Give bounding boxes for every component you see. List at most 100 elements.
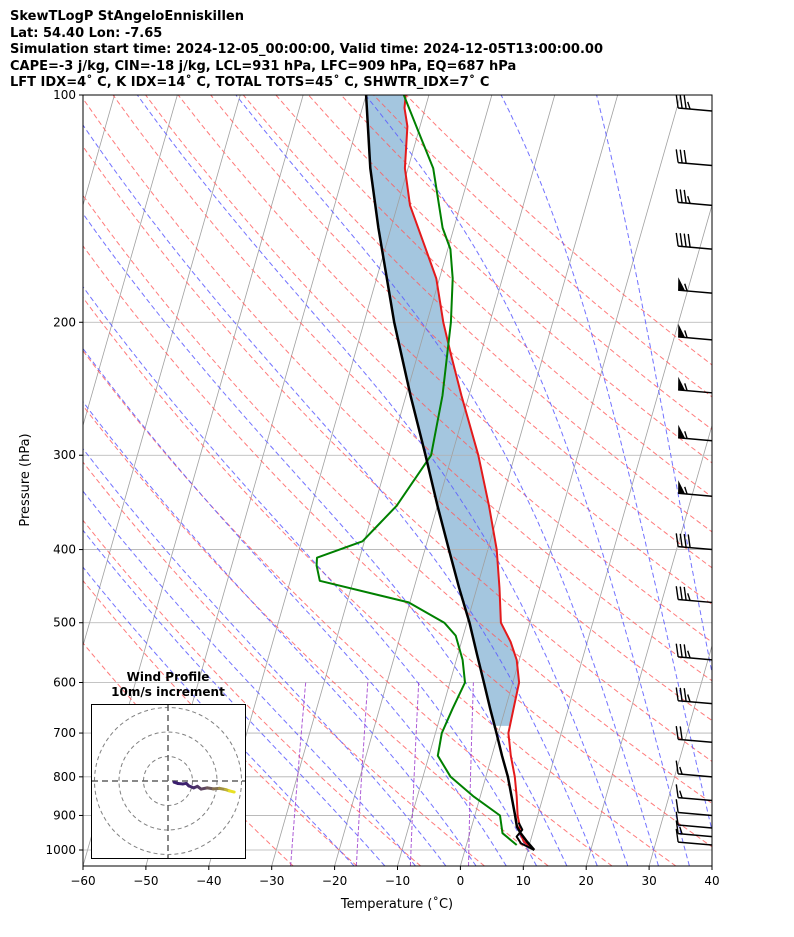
barb-feather — [675, 232, 679, 247]
isotherm-line — [648, 644, 712, 866]
barb-feather — [683, 533, 687, 548]
wind-barb — [675, 799, 713, 817]
barb-feather — [679, 790, 683, 799]
x-tick-label: 30 — [641, 874, 656, 888]
barb-feather — [683, 688, 687, 702]
profile-layer — [315, 95, 536, 851]
barb-feather — [679, 766, 683, 775]
dry-adiabat-line — [275, 95, 712, 498]
x-tick-label: 40 — [704, 874, 719, 888]
hodograph-subtitle: 10m/s increment — [111, 685, 225, 699]
header-line-location: Lat: 54.40 Lon: -7.65 — [10, 26, 163, 41]
wind-barb — [678, 277, 713, 294]
dry-adiabat-line — [83, 349, 613, 866]
dry-adiabat-line — [177, 95, 712, 606]
moist-adiabat-line — [235, 95, 659, 866]
x-tick-label: 10 — [516, 874, 531, 888]
dry-adiabat-line — [145, 95, 712, 643]
barb-feather — [675, 533, 679, 547]
barb-feather — [675, 820, 679, 834]
wind-barb — [675, 828, 713, 846]
moist-adiabat-line — [136, 95, 629, 866]
barb-feather — [679, 233, 683, 247]
cape-region-layer — [366, 95, 520, 726]
barb-feather — [679, 826, 683, 835]
x-tick-label: −60 — [70, 874, 95, 888]
barb-staff — [678, 492, 713, 498]
wind-barb — [675, 533, 713, 551]
wind-barb — [678, 376, 713, 394]
wind-barb — [675, 189, 713, 207]
moist-adiabat-line — [596, 95, 712, 676]
y-tick-label: 100 — [53, 88, 76, 102]
barb-feather — [675, 687, 679, 701]
dry-adiabat-line — [83, 245, 712, 848]
barb-feather — [675, 643, 679, 658]
barb-feather — [679, 726, 683, 740]
barb-staff — [678, 773, 713, 778]
barb-feather — [687, 233, 691, 248]
moist-adiabat-line — [500, 95, 712, 833]
barb-feather — [683, 644, 687, 658]
moist-adiabat-line — [83, 400, 477, 866]
barb-feather — [687, 593, 691, 601]
dewpoint-line — [315, 95, 518, 846]
x-tick-label: −30 — [259, 874, 284, 888]
x-axis-label: Temperature (˚C) — [340, 896, 453, 912]
barb-feather — [679, 533, 683, 548]
wind-barb — [675, 643, 713, 661]
barb-feather — [687, 195, 691, 204]
parcel-line — [364, 95, 536, 851]
barb-staff — [678, 796, 713, 802]
barb-feather — [679, 586, 683, 600]
barb-flag — [678, 376, 686, 391]
barb-flag — [678, 277, 686, 291]
barb-staff — [678, 824, 713, 829]
barb-staff — [678, 436, 713, 442]
wind-barb — [675, 784, 713, 802]
header-line-title: SkewTLogP StAngeloEnniskillen — [10, 9, 244, 24]
barb-staff — [678, 161, 713, 167]
barb-staff — [678, 107, 713, 112]
barb-feather — [675, 726, 679, 740]
barb-staff — [678, 201, 713, 207]
y-tick-label: 1000 — [45, 843, 76, 857]
y-tick-label: 500 — [53, 616, 76, 630]
barb-staff — [678, 832, 713, 838]
isotherm-line — [83, 95, 241, 648]
barb-staff — [678, 656, 713, 661]
barb-feather — [683, 95, 687, 109]
dry-adiabat-line — [210, 95, 712, 569]
y-tick-label: 300 — [53, 448, 76, 462]
moist-adiabat-line — [83, 124, 598, 866]
barb-staff — [678, 245, 713, 250]
barb-staff — [678, 598, 713, 604]
isotherm-line — [271, 95, 493, 866]
barb-feather — [675, 149, 679, 163]
moist-adiabat-line — [365, 95, 690, 866]
barb-staff — [678, 738, 713, 744]
moist-adiabat-line — [83, 212, 568, 866]
isotherm-line — [460, 95, 681, 866]
dry-adiabat-line — [83, 461, 485, 866]
wind-barb — [675, 820, 713, 838]
y-tick-label: 700 — [53, 726, 76, 740]
barb-feather — [675, 811, 679, 826]
barb-feather — [687, 650, 691, 659]
wind-barb — [678, 323, 713, 341]
wind-barb — [675, 232, 713, 250]
wind-barb — [675, 687, 713, 705]
barb-feather — [679, 687, 683, 702]
wind-barb — [675, 811, 713, 829]
barb-flag — [678, 323, 686, 338]
y-axis-label: Pressure (hPa) — [18, 433, 33, 526]
wind-barb — [678, 424, 713, 442]
header-line-cape: CAPE=-3 j/kg, CIN=-18 j/kg, LCL=931 hPa,… — [10, 59, 517, 74]
header-line-indices: LFT IDX=4˚ C, K IDX=14˚ C, TOTAL TOTS=45… — [10, 75, 490, 90]
wind-barb — [675, 149, 713, 167]
barb-feather — [675, 94, 679, 109]
wind-barb — [675, 760, 713, 778]
dry-adiabat-line — [83, 296, 677, 866]
hodograph-title: Wind Profile — [126, 670, 210, 684]
barb-feather — [687, 101, 691, 110]
